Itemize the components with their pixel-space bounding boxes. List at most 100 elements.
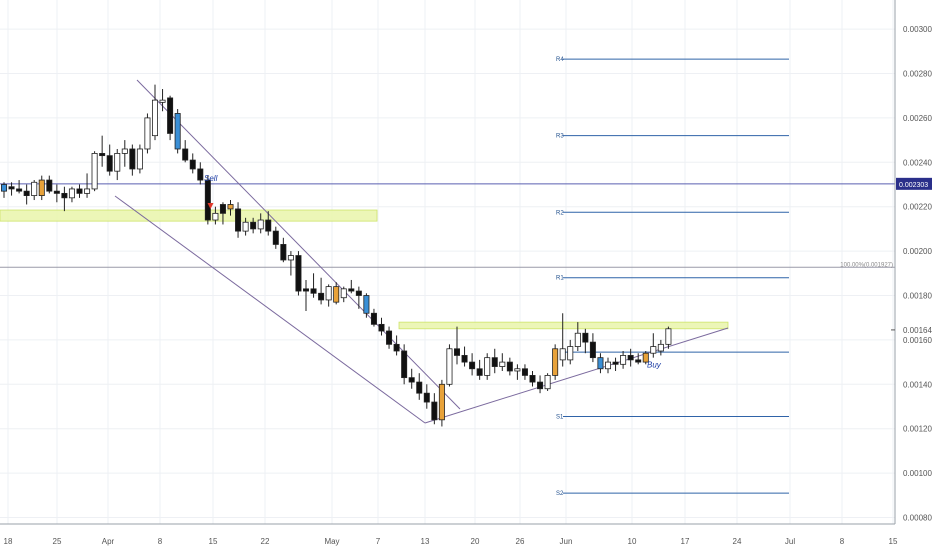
- candle: [106, 144, 113, 176]
- candle: [91, 151, 98, 192]
- candle: [605, 357, 612, 374]
- candle: [61, 186, 68, 212]
- candle: [242, 217, 249, 236]
- candle-body: [612, 361, 619, 365]
- candle: [529, 370, 536, 387]
- candle: [582, 328, 589, 354]
- candle-body: [386, 330, 393, 345]
- candle-body: [91, 153, 98, 190]
- candle: [355, 286, 362, 309]
- candle-body: [197, 168, 204, 181]
- candle: [23, 184, 30, 205]
- candle-body: [121, 148, 128, 154]
- candle-body: [642, 352, 649, 363]
- candle: [76, 184, 83, 198]
- candle-body: [68, 188, 75, 199]
- x-tick-label: 15: [209, 537, 218, 546]
- candle-body: [408, 377, 415, 383]
- candle: [182, 140, 189, 163]
- candle: [393, 335, 400, 356]
- x-tick-label: Apr: [102, 537, 115, 546]
- candle-body: [242, 221, 249, 232]
- candle: [212, 206, 219, 225]
- candle: [235, 202, 242, 238]
- horizontal-lines: 100.00%(0.001927) R4 R3 R2 R1 S1 S2: [0, 57, 895, 497]
- trendline: [114, 195, 426, 424]
- candle: [416, 373, 423, 400]
- candle: [302, 279, 309, 312]
- candle: [574, 322, 581, 351]
- candle: [386, 326, 393, 349]
- candle-body: [431, 401, 438, 421]
- candle-body: [552, 348, 559, 376]
- candle-body: [325, 286, 332, 301]
- x-tick-label: Jul: [785, 537, 795, 546]
- candle: [446, 344, 453, 387]
- candle: [461, 346, 468, 367]
- candle-body: [8, 186, 15, 190]
- candle-body: [537, 381, 544, 390]
- candle: [295, 251, 302, 296]
- candle-body: [589, 341, 596, 359]
- candle-body: [559, 348, 566, 361]
- candle-body: [605, 361, 612, 370]
- candle-body: [227, 204, 234, 210]
- candle: [204, 175, 211, 225]
- candles: [0, 84, 672, 427]
- candle-body: [401, 350, 408, 379]
- buy-annotation: Buy: [647, 360, 662, 369]
- candle-body: [469, 361, 476, 370]
- pivot-label: S1: [556, 414, 564, 420]
- candle: [627, 348, 634, 367]
- x-tick-label: 24: [733, 537, 742, 546]
- x-tick-label: 25: [53, 537, 62, 546]
- candle-body: [280, 244, 287, 261]
- candle: [219, 202, 226, 225]
- candle-body: [0, 184, 7, 192]
- candle: [227, 200, 234, 216]
- candle-body: [650, 346, 657, 354]
- candle-body: [574, 332, 581, 347]
- candle: [16, 180, 23, 194]
- candle: [476, 359, 483, 380]
- candle-body: [416, 381, 423, 394]
- candle: [151, 84, 158, 141]
- candle-body: [182, 148, 189, 161]
- candle: [370, 308, 377, 327]
- candle: [167, 95, 174, 141]
- candle: [423, 384, 430, 409]
- x-tick-label: May: [324, 537, 339, 546]
- candle: [552, 344, 559, 380]
- candle-body: [544, 375, 551, 390]
- candle: [363, 293, 370, 318]
- candle-body: [250, 221, 257, 230]
- candle: [84, 173, 91, 198]
- support-resistance-zone: [398, 321, 729, 330]
- x-tick-label: 10: [628, 537, 637, 546]
- x-tick-label: 8: [840, 537, 845, 546]
- candle-body: [582, 332, 589, 343]
- y-tick-label: 0.001645: [903, 326, 932, 335]
- candle: [597, 353, 604, 374]
- x-tick-label: 8: [158, 537, 163, 546]
- sell-annotation: Sell: [204, 174, 218, 183]
- candle-body: [174, 113, 181, 150]
- candle: [136, 144, 143, 174]
- candle: [469, 353, 476, 376]
- candle: [499, 353, 506, 371]
- candle-body: [499, 361, 506, 367]
- candle: [257, 213, 264, 234]
- candle: [491, 348, 498, 374]
- candle: [318, 277, 325, 305]
- candle-body: [484, 357, 491, 376]
- candle: [174, 109, 181, 154]
